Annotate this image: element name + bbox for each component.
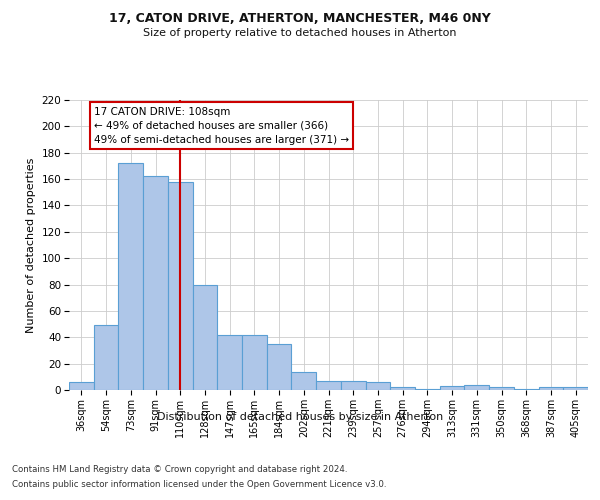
Text: Contains public sector information licensed under the Open Government Licence v3: Contains public sector information licen… (12, 480, 386, 489)
Bar (217, 334, 242, 390)
Bar (514, 388, 539, 390)
Bar (292, 372, 316, 390)
Bar (464, 384, 489, 390)
Text: Contains HM Land Registry data © Crown copyright and database right 2024.: Contains HM Land Registry data © Crown c… (12, 465, 347, 474)
Bar (539, 388, 563, 390)
Bar (118, 164, 143, 390)
Text: 17, CATON DRIVE, ATHERTON, MANCHESTER, M46 0NY: 17, CATON DRIVE, ATHERTON, MANCHESTER, M… (109, 12, 491, 26)
Bar (94, 326, 118, 390)
Bar (563, 388, 588, 390)
Text: Distribution of detached houses by size in Atherton: Distribution of detached houses by size … (157, 412, 443, 422)
Bar (242, 334, 267, 390)
Y-axis label: Number of detached properties: Number of detached properties (26, 158, 36, 332)
Bar (193, 284, 217, 390)
Bar (316, 381, 341, 390)
Text: 17 CATON DRIVE: 108sqm
← 49% of detached houses are smaller (366)
49% of semi-de: 17 CATON DRIVE: 108sqm ← 49% of detached… (94, 106, 349, 144)
Bar (365, 382, 390, 390)
Bar (415, 388, 440, 390)
Bar (390, 388, 415, 390)
Bar (341, 381, 365, 390)
Bar (440, 386, 464, 390)
Bar (143, 176, 168, 390)
Text: Size of property relative to detached houses in Atherton: Size of property relative to detached ho… (143, 28, 457, 38)
Bar (489, 388, 514, 390)
Bar (168, 182, 193, 390)
Bar (69, 382, 94, 390)
Bar (267, 344, 292, 390)
